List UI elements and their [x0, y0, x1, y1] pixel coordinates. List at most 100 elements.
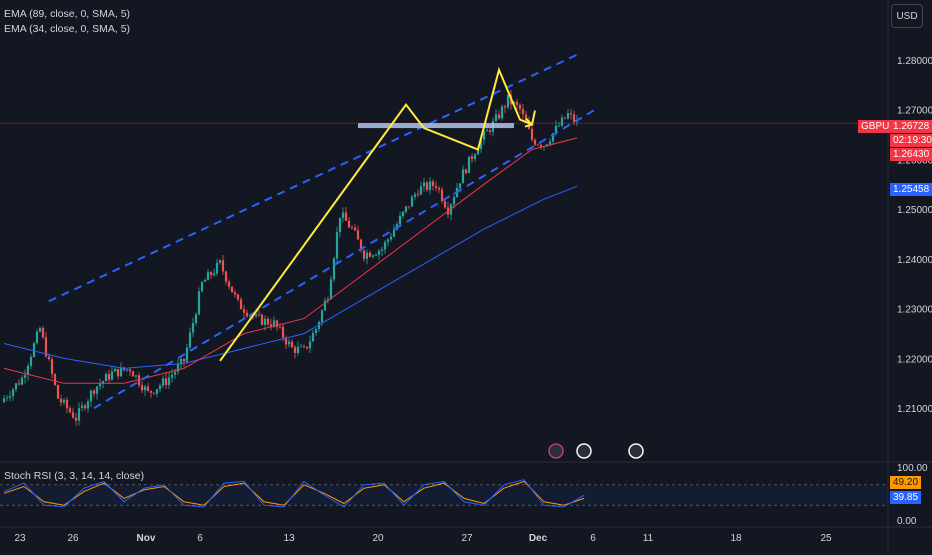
candle-body: [224, 271, 228, 282]
time-tick-label: 20: [372, 533, 384, 544]
candle-body: [416, 194, 420, 196]
candle-body: [128, 369, 132, 372]
zigzag-projection: [219, 66, 533, 362]
candle-body: [65, 399, 69, 409]
channel-upper-line: [48, 52, 581, 303]
candle-body: [353, 227, 357, 231]
arrow-tail: [531, 110, 536, 125]
ema-fast-value-tag: 1.26430: [890, 148, 932, 161]
candle-body: [320, 310, 324, 322]
candle-body: [86, 401, 90, 409]
candle-body: [26, 365, 30, 375]
candle-body: [347, 220, 351, 228]
candle-body: [107, 374, 111, 380]
candle-body: [302, 346, 306, 348]
candle-body: [221, 260, 225, 272]
candle-body: [239, 299, 243, 310]
resistance-zone: [358, 123, 514, 129]
candle-body: [383, 242, 387, 250]
candle-body: [179, 358, 183, 365]
candle-body: [338, 217, 342, 233]
candle-body: [146, 386, 150, 391]
candle-body: [158, 385, 162, 390]
candle-body: [467, 156, 471, 173]
ema-fast-line: [3, 137, 578, 384]
candle-body: [305, 346, 309, 349]
candle-body: [41, 328, 45, 338]
candle-body: [62, 399, 66, 403]
candle-body: [113, 368, 117, 372]
candle-body: [356, 230, 360, 240]
candle-body: [557, 125, 561, 127]
candle-body: [140, 385, 144, 391]
candle-body: [134, 375, 138, 377]
candle-body: [572, 114, 576, 122]
candle-body: [200, 281, 204, 292]
candle-body: [533, 139, 537, 145]
candle-body: [254, 314, 258, 317]
candle-body: [371, 255, 375, 257]
candle-body: [20, 377, 24, 385]
candle-body: [440, 189, 444, 202]
candle-body: [452, 197, 456, 205]
candle-body: [464, 169, 468, 173]
candle-body: [266, 318, 270, 325]
candle-body: [317, 321, 321, 329]
ema-slow-value-tag: 1.25458: [890, 183, 932, 196]
candle-body: [164, 378, 168, 385]
candle-body: [530, 128, 534, 140]
candle-body: [362, 250, 366, 259]
currency-button[interactable]: USD: [891, 4, 923, 28]
candle-body: [404, 206, 408, 212]
candle-body: [263, 318, 267, 325]
candle-body: [281, 326, 285, 338]
candle-body: [230, 286, 234, 293]
candle-body: [359, 239, 363, 251]
candle-body: [422, 182, 426, 187]
candle-body: [182, 358, 186, 362]
candle-body: [335, 232, 339, 259]
candle-body: [554, 125, 558, 134]
candle-body: [80, 405, 84, 409]
candle-body: [569, 113, 573, 115]
candle-body: [287, 341, 291, 345]
candle-body: [269, 324, 273, 327]
candle-body: [119, 367, 123, 377]
candle-body: [563, 117, 567, 119]
ema-fast-legend[interactable]: EMA (34, close, 0, SMA, 5): [4, 23, 131, 35]
time-tick-label: 27: [461, 533, 473, 544]
candle-body: [521, 108, 525, 115]
stoch-k-tag: 49.20: [890, 476, 922, 489]
stoch-tick-label: 0.00: [897, 516, 917, 527]
candle-body: [245, 312, 249, 317]
time-tick-label: 11: [643, 533, 654, 544]
candle-body: [116, 368, 120, 377]
candle-body: [308, 341, 312, 349]
time-tick-label: 13: [283, 533, 295, 544]
price-tick-label: 1.22000: [897, 354, 932, 365]
candle-body: [233, 292, 237, 295]
candle-body: [458, 183, 462, 188]
stoch-rsi-legend[interactable]: Stoch RSI (3, 3, 14, 14, close): [4, 470, 145, 482]
time-tick-label: 6: [590, 533, 596, 544]
candle-body: [47, 356, 51, 360]
candle-body: [23, 374, 27, 378]
stoch-tick-label: 100.00: [897, 463, 928, 474]
candle-body: [227, 281, 231, 287]
candle-body: [173, 371, 177, 375]
candle-body: [5, 397, 9, 399]
candle-body: [38, 328, 42, 332]
candle-body: [437, 187, 441, 190]
candle-body: [167, 377, 171, 385]
candle-body: [524, 114, 528, 123]
ema-slow-legend[interactable]: EMA (89, close, 0, SMA, 5): [4, 8, 131, 20]
candle-body: [296, 346, 300, 354]
candle-body: [566, 113, 570, 119]
candle-body: [257, 314, 261, 316]
candle-body: [77, 408, 81, 421]
candle-body: [215, 262, 219, 274]
candle-body: [377, 250, 381, 255]
candle-body: [68, 408, 72, 413]
